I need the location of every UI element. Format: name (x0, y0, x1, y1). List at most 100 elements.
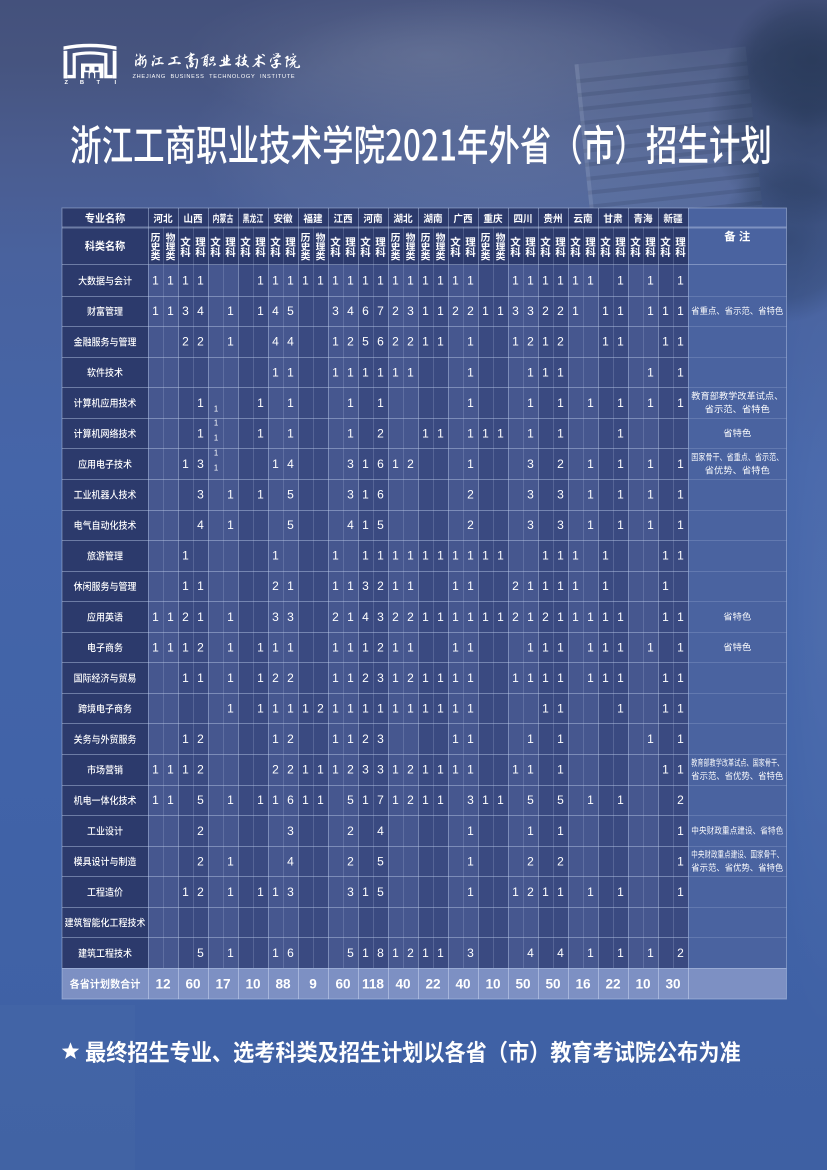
svg-text:2: 2 (287, 732, 294, 746)
svg-text:1: 1 (467, 335, 474, 349)
svg-text:3: 3 (527, 304, 534, 318)
svg-text:2: 2 (542, 610, 549, 624)
svg-text:1: 1 (677, 732, 684, 746)
svg-text:1: 1 (437, 610, 444, 624)
svg-text:4: 4 (557, 946, 564, 960)
svg-text:1: 1 (437, 793, 444, 807)
svg-text:1: 1 (617, 274, 624, 288)
svg-text:1: 1 (587, 457, 594, 471)
svg-text:1: 1 (647, 396, 654, 410)
svg-text:2: 2 (197, 640, 204, 654)
svg-text:1: 1 (227, 946, 234, 960)
svg-text:1: 1 (527, 396, 534, 410)
svg-text:1: 1 (332, 732, 339, 746)
svg-text:1: 1 (467, 671, 474, 685)
svg-text:2: 2 (677, 946, 684, 960)
svg-text:1: 1 (272, 702, 279, 716)
svg-text:1: 1 (362, 640, 369, 654)
svg-text:12: 12 (155, 977, 171, 992)
svg-text:50: 50 (515, 977, 530, 992)
svg-text:1: 1 (467, 457, 474, 471)
svg-text:1: 1 (152, 793, 159, 807)
svg-text:2: 2 (557, 457, 564, 471)
svg-text:1: 1 (677, 671, 684, 685)
svg-text:1: 1 (557, 702, 564, 716)
svg-text:3: 3 (347, 488, 354, 502)
svg-text:2: 2 (407, 671, 414, 685)
svg-text:1: 1 (332, 274, 339, 288)
svg-text:5: 5 (377, 854, 384, 868)
svg-text:1: 1 (182, 274, 189, 288)
svg-text:1: 1 (197, 426, 204, 440)
svg-text:1: 1 (422, 671, 429, 685)
svg-text:1: 1 (512, 671, 519, 685)
svg-text:1: 1 (227, 335, 234, 349)
svg-text:1: 1 (512, 763, 519, 777)
svg-text:2: 2 (197, 854, 204, 868)
svg-text:1: 1 (272, 793, 279, 807)
svg-text:1: 1 (647, 365, 654, 379)
svg-text:1: 1 (392, 365, 399, 379)
svg-text:1: 1 (197, 274, 204, 288)
svg-text:1: 1 (677, 488, 684, 502)
svg-text:1: 1 (287, 702, 294, 716)
svg-text:1: 1 (617, 610, 624, 624)
svg-text:1: 1 (347, 671, 354, 685)
svg-text:1: 1 (587, 488, 594, 502)
svg-text:1: 1 (542, 702, 549, 716)
svg-text:4: 4 (527, 946, 534, 960)
svg-text:1: 1 (257, 426, 264, 440)
svg-text:1: 1 (542, 549, 549, 563)
svg-text:1: 1 (437, 702, 444, 716)
svg-text:9: 9 (309, 977, 317, 992)
svg-text:6: 6 (377, 488, 384, 502)
svg-text:1: 1 (617, 304, 624, 318)
svg-text:1: 1 (482, 426, 489, 440)
svg-text:1: 1 (542, 335, 549, 349)
svg-text:1: 1 (407, 365, 414, 379)
svg-text:1: 1 (677, 640, 684, 654)
svg-text:2: 2 (527, 335, 534, 349)
svg-text:1: 1 (302, 763, 309, 777)
svg-text:1: 1 (392, 793, 399, 807)
svg-text:1: 1 (257, 671, 264, 685)
svg-text:1: 1 (557, 365, 564, 379)
svg-text:2: 2 (332, 610, 339, 624)
svg-text:1: 1 (647, 304, 654, 318)
svg-text:1: 1 (542, 274, 549, 288)
svg-text:1: 1 (422, 304, 429, 318)
svg-text:1: 1 (572, 610, 579, 624)
svg-text:2: 2 (347, 854, 354, 868)
svg-text:1: 1 (227, 671, 234, 685)
svg-text:1: 1 (677, 274, 684, 288)
svg-text:1: 1 (647, 946, 654, 960)
svg-text:3: 3 (287, 610, 294, 624)
svg-text:1: 1 (214, 404, 218, 413)
svg-text:1: 1 (392, 671, 399, 685)
svg-text:1: 1 (467, 365, 474, 379)
svg-text:1: 1 (677, 518, 684, 532)
svg-text:1: 1 (452, 610, 459, 624)
svg-text:1: 1 (332, 549, 339, 563)
svg-text:1: 1 (677, 854, 684, 868)
svg-text:1: 1 (617, 702, 624, 716)
svg-text:1: 1 (512, 885, 519, 899)
svg-text:3: 3 (557, 488, 564, 502)
svg-text:1: 1 (167, 274, 174, 288)
svg-text:1: 1 (467, 396, 474, 410)
svg-text:1: 1 (422, 274, 429, 288)
svg-text:1: 1 (677, 824, 684, 838)
svg-text:2: 2 (377, 579, 384, 593)
svg-text:40: 40 (395, 977, 410, 992)
svg-text:1: 1 (407, 702, 414, 716)
svg-text:2: 2 (197, 763, 204, 777)
svg-text:2: 2 (182, 610, 189, 624)
svg-text:ZHEJIANG BUSINESS TECHNOLOGY: ZHEJIANG BUSINESS TECHNOLOGY INSTITUTE (133, 74, 296, 80)
svg-text:1: 1 (167, 640, 174, 654)
svg-text:1: 1 (437, 946, 444, 960)
svg-text:1: 1 (347, 702, 354, 716)
svg-text:1: 1 (347, 610, 354, 624)
svg-text:1: 1 (617, 488, 624, 502)
svg-text:3: 3 (377, 671, 384, 685)
svg-text:1: 1 (287, 396, 294, 410)
